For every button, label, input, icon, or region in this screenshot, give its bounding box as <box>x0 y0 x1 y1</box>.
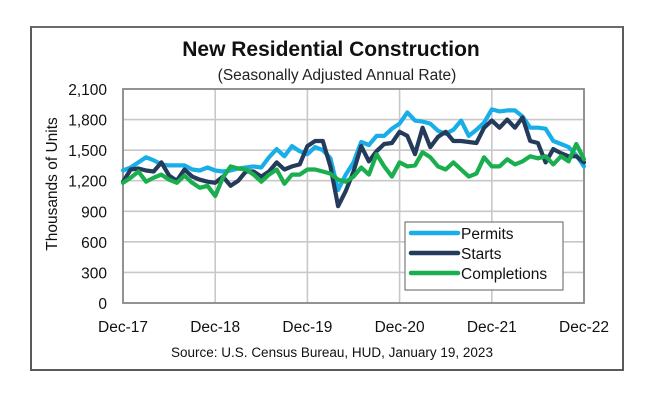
chart-subtitle: (Seasonally Adjusted Annual Rate) <box>218 67 457 84</box>
y-axis-title: Thousands of Units <box>44 117 61 251</box>
chart-title: New Residential Construction <box>182 38 480 61</box>
legend: Permits Starts Completions <box>404 221 564 291</box>
legend-label-starts: Starts <box>461 246 502 263</box>
x-tick-label: Dec-19 <box>282 319 332 336</box>
legend-label-permits: Permits <box>461 226 514 243</box>
y-tick-label: 600 <box>81 235 107 252</box>
chart-frame <box>30 26 624 371</box>
x-axis-ticks: Dec-17 Dec-18 Dec-19 Dec-20 Dec-21 Dec-22 <box>98 319 609 336</box>
series-line-permits <box>120 107 587 192</box>
y-tick-label: 300 <box>81 265 107 282</box>
x-tick-label: Dec-18 <box>190 319 240 336</box>
y-tick-label: 0 <box>98 296 107 313</box>
series-line-starts <box>120 115 587 209</box>
x-tick-label: Dec-22 <box>559 319 609 336</box>
y-tick-label: 1,800 <box>68 113 107 130</box>
x-tick-label: Dec-17 <box>98 319 148 336</box>
series-line-completions <box>120 141 587 199</box>
plot-area-border <box>122 88 585 304</box>
x-tick-label: Dec-21 <box>467 319 517 336</box>
series-lines <box>120 107 587 209</box>
y-axis-ticks: 0 300 600 900 1,200 1,500 1,800 2,100 <box>68 82 107 313</box>
source-note: Source: U.S. Census Bureau, HUD, January… <box>171 345 493 360</box>
y-tick-label: 1,500 <box>68 143 107 160</box>
y-tick-label: 900 <box>81 204 107 221</box>
legend-label-completions: Completions <box>461 266 547 283</box>
y-tick-label: 2,100 <box>68 82 107 99</box>
x-tick-label: Dec-20 <box>375 319 425 336</box>
y-tick-label: 1,200 <box>68 174 107 191</box>
